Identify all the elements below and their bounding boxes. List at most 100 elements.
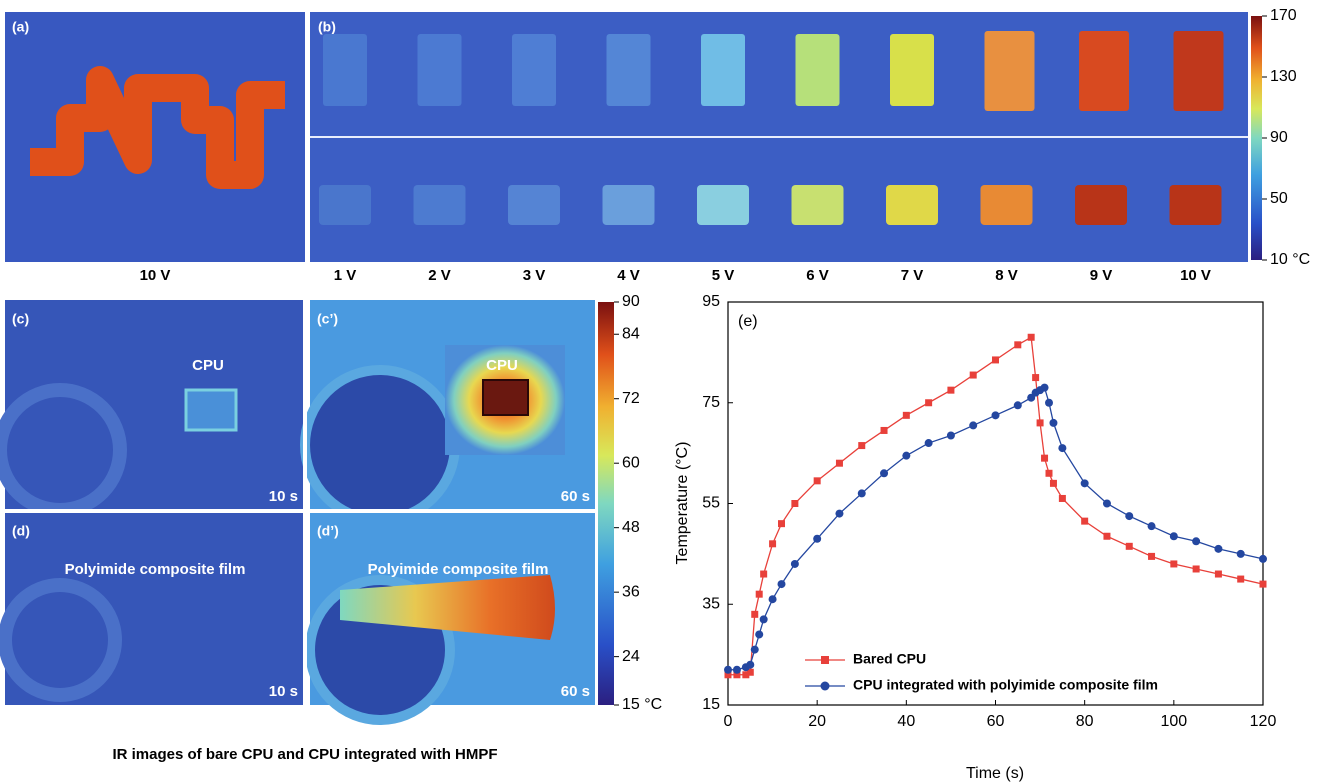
colorbar-tick-label: 24 <box>622 648 640 665</box>
marker <box>992 356 999 364</box>
y-tick-label: 55 <box>702 495 720 512</box>
legend-marker <box>821 656 829 664</box>
marker <box>902 451 911 460</box>
ir-cell <box>606 34 651 106</box>
colorbar-tick-label: 60 <box>622 454 640 471</box>
voltage-label: 5 V <box>712 267 735 284</box>
marker <box>991 411 1000 420</box>
ir-cell <box>984 31 1035 111</box>
ir-cell <box>602 185 655 225</box>
fan <box>300 365 460 525</box>
annotation: Polyimide composite film <box>65 561 246 578</box>
marker <box>751 610 759 618</box>
y-tick-label: 35 <box>702 595 720 612</box>
marker <box>724 665 732 674</box>
marker <box>947 386 955 394</box>
marker <box>813 534 822 543</box>
marker <box>759 615 768 624</box>
ir-cell <box>512 34 556 106</box>
ir-cell <box>1075 185 1127 225</box>
cpu <box>184 388 238 432</box>
ir-cell <box>980 185 1033 225</box>
legend-label: Bared CPU <box>853 651 926 667</box>
ir-cell <box>701 34 745 106</box>
panel-label: (c’) <box>317 311 338 327</box>
colorbar-tick-label: 15 °C <box>622 696 662 713</box>
ir-cell <box>697 185 749 225</box>
marker <box>777 580 786 589</box>
panel-label: (c) <box>12 311 29 327</box>
colorbar-tick-label: 50 <box>1270 190 1288 207</box>
marker <box>1041 454 1049 462</box>
ir-cell <box>319 185 371 225</box>
marker <box>1036 419 1044 427</box>
marker <box>1058 494 1066 502</box>
marker <box>1169 532 1178 541</box>
marker <box>1032 374 1040 382</box>
colorbar-tick-label: 36 <box>622 583 640 600</box>
time-label: 60 s <box>561 683 590 700</box>
marker <box>1058 444 1067 453</box>
marker <box>733 671 741 679</box>
ir-cell <box>791 185 844 225</box>
marker <box>858 442 866 450</box>
marker <box>1102 499 1111 508</box>
voltage-label: 10 V <box>1180 267 1211 284</box>
marker <box>746 660 755 669</box>
voltage-label: 6 V <box>806 267 829 284</box>
colorbar-tick-label: 10 °C <box>1270 251 1310 268</box>
marker <box>1080 479 1089 488</box>
x-axis-label: Time (s) <box>966 765 1024 782</box>
panel-caption: 10 V <box>140 267 171 284</box>
marker <box>1125 512 1134 521</box>
marker <box>742 671 750 679</box>
marker <box>1147 522 1156 531</box>
marker <box>755 590 763 598</box>
marker <box>778 520 785 528</box>
time-label: 10 s <box>269 683 298 700</box>
x-tick-label: 40 <box>897 713 915 730</box>
series-line <box>728 386 1264 671</box>
caption: IR images of bare CPU and CPU integrated… <box>112 746 497 763</box>
cpu <box>482 379 529 416</box>
voltage-label: 3 V <box>523 267 546 284</box>
voltage-label: 1 V <box>334 267 357 284</box>
marker <box>724 671 732 679</box>
x-tick-label: 120 <box>1250 713 1277 730</box>
x-tick-label: 100 <box>1160 713 1187 730</box>
ir-cell <box>1173 31 1224 111</box>
colorbar-tick-label: 90 <box>1270 129 1288 146</box>
voltage-label: 4 V <box>617 267 640 284</box>
y-tick-label: 15 <box>702 696 720 713</box>
marker <box>1214 544 1223 553</box>
x-tick-label: 60 <box>987 713 1005 730</box>
ir-image <box>5 513 305 705</box>
marker <box>769 540 777 548</box>
marker <box>1045 398 1053 407</box>
y-tick-label: 75 <box>702 394 720 411</box>
ir-image <box>5 300 305 510</box>
colorbar-tick-label: 48 <box>622 519 640 536</box>
y-axis-label: Temperature (°C) <box>674 442 691 565</box>
film <box>340 575 555 640</box>
marker <box>969 371 977 379</box>
marker <box>768 595 777 604</box>
marker <box>1040 383 1049 392</box>
marker <box>902 411 910 419</box>
marker <box>750 645 759 654</box>
colorbar-tick-label: 84 <box>622 325 640 342</box>
x-tick-label: 80 <box>1076 713 1094 730</box>
marker <box>1214 570 1222 578</box>
marker <box>857 489 866 498</box>
marker <box>1027 333 1035 341</box>
ir-cell <box>323 34 367 106</box>
marker <box>880 426 888 434</box>
marker <box>1170 560 1178 568</box>
marker <box>1125 542 1133 550</box>
annotation: CPU <box>192 357 224 374</box>
ir-cell <box>795 34 840 106</box>
marker <box>1049 479 1057 487</box>
fan <box>0 578 122 702</box>
marker <box>969 421 978 430</box>
